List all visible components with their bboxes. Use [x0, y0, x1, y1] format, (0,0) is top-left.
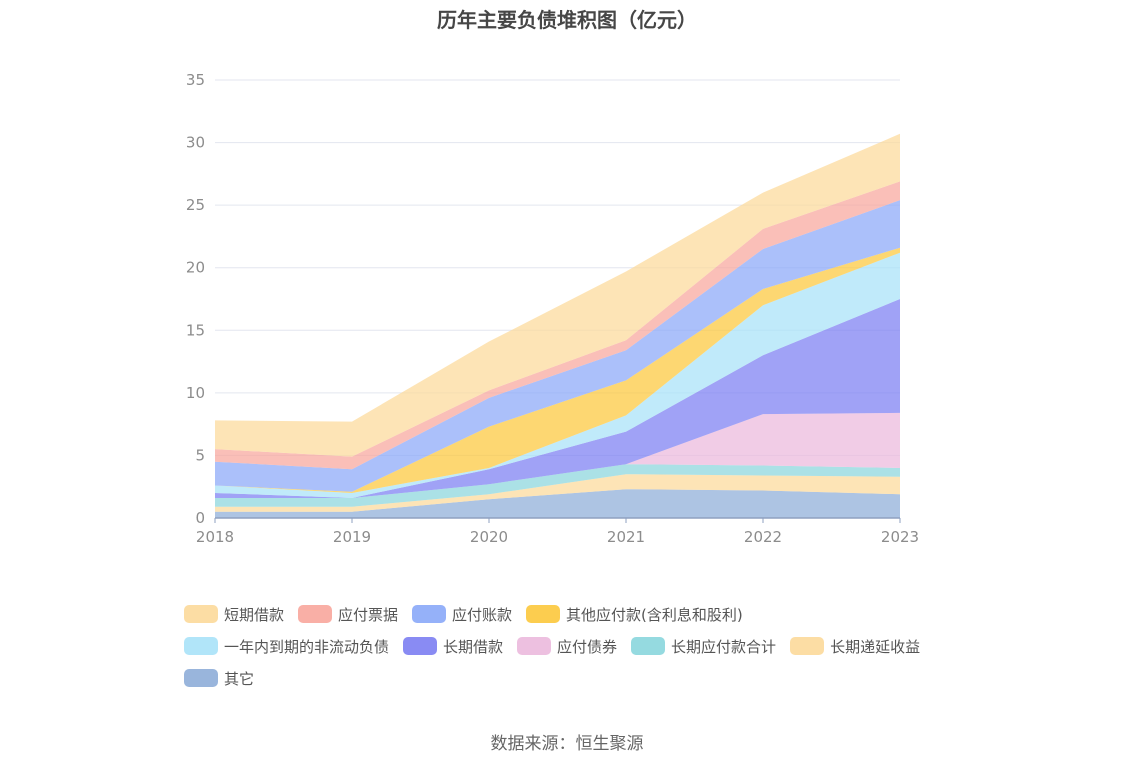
- legend-swatch: [412, 605, 447, 623]
- y-tick-label: 10: [186, 384, 205, 402]
- x-tick-label: 2018: [196, 528, 234, 546]
- legend-swatch: [184, 637, 218, 655]
- area-series-一年内到期的非流动负债: [215, 252, 900, 498]
- legend-item[interactable]: 其他应付款(含利息和股利): [526, 604, 743, 625]
- y-tick-label: 25: [186, 196, 205, 214]
- legend-item[interactable]: 应付债券: [517, 636, 617, 657]
- area-series-其他应付款(含利息和股利): [215, 247, 900, 493]
- legend-label: 长期递延收益: [830, 637, 921, 656]
- area-series-应付账款: [215, 200, 900, 492]
- stacked-area-chart: 0 5 10 15 20 25 30 35 2018 2019 2020 2021 2022 2023: [186, 71, 919, 546]
- x-tick-label: 2022: [744, 528, 782, 546]
- y-tick-label: 35: [186, 71, 205, 89]
- legend-item[interactable]: 一年内到期的非流动负债: [184, 636, 389, 657]
- legend-item[interactable]: 应付票据: [298, 604, 398, 625]
- legend-row: 一年内到期的非流动负债 长期借款 应付债券 长期应付款合计 长期递延收益: [184, 630, 1004, 662]
- axes: 0 5 10 15 20 25 30 35 2018 2019 2020 2021 2022 2023: [186, 71, 919, 546]
- legend-swatch: [517, 637, 552, 655]
- legend-item[interactable]: 应付账款: [412, 604, 512, 625]
- legend-swatch: [298, 605, 333, 623]
- legend-swatch: [790, 637, 825, 655]
- legend-swatch: [526, 605, 561, 623]
- legend-item[interactable]: 其它: [184, 668, 254, 689]
- x-tick-label: 2021: [607, 528, 645, 546]
- area-series: [215, 133, 900, 518]
- area-series-长期递延收益: [215, 474, 900, 512]
- legend-item[interactable]: 长期借款: [403, 636, 503, 657]
- legend: 短期借款 应付票据 应付账款 其他应付款(含利息和股利) 一年内到期的非流动负债 长期借款…: [184, 598, 1004, 694]
- legend-item[interactable]: 长期递延收益: [790, 636, 920, 657]
- area-series-长期应付款合计: [215, 464, 900, 507]
- chart-title: 历年主要负债堆积图（亿元）: [437, 8, 697, 32]
- y-tick-label: 30: [186, 134, 205, 152]
- legend-label: 长期借款: [443, 637, 504, 656]
- legend-label: 短期借款: [224, 605, 285, 624]
- y-tick-label: 15: [186, 321, 205, 339]
- legend-swatch: [184, 669, 218, 687]
- x-tick-label: 2023: [881, 528, 919, 546]
- legend-item[interactable]: 长期应付款合计: [631, 636, 776, 657]
- legend-label: 应付账款: [452, 605, 513, 624]
- y-tick-label: 20: [186, 259, 205, 277]
- x-tick-label: 2019: [333, 528, 371, 546]
- area-series-应付债券: [215, 412, 900, 498]
- legend-label: 应付债券: [557, 637, 618, 656]
- area-series-长期借款: [215, 299, 900, 498]
- legend-row: 短期借款 应付票据 应付账款 其他应付款(含利息和股利): [184, 598, 1004, 630]
- area-series-其它: [215, 489, 900, 518]
- legend-label: 长期应付款合计: [671, 637, 777, 656]
- x-tick-label: 2020: [470, 528, 508, 546]
- legend-row: 其它: [184, 662, 1004, 694]
- legend-swatch: [631, 637, 666, 655]
- area-series-短期借款: [215, 133, 900, 457]
- legend-swatch: [403, 637, 438, 655]
- source-note: 数据来源：恒生聚源: [490, 734, 644, 754]
- legend-item[interactable]: 短期借款: [184, 604, 284, 625]
- y-tick-label: 5: [195, 446, 205, 464]
- legend-label: 其他应付款(含利息和股利): [566, 605, 743, 624]
- area-series-应付票据: [215, 181, 900, 470]
- legend-label: 应付票据: [338, 605, 399, 624]
- legend-swatch: [184, 605, 218, 623]
- legend-label: 一年内到期的非流动负债: [224, 637, 390, 656]
- y-tick-label: 0: [195, 509, 205, 527]
- legend-label: 其它: [224, 669, 255, 688]
